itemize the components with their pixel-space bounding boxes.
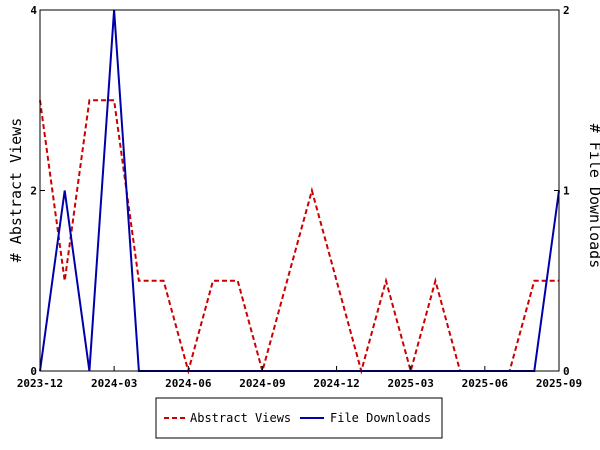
series-layer <box>39 9 560 375</box>
y-left-tick-label: 0 <box>30 365 37 378</box>
series-line-file-downloads <box>39 9 560 372</box>
y-axis-right-title: # File Downloads <box>586 124 600 269</box>
y-right-tick-label: 2 <box>563 4 570 17</box>
legend-label-abstract-views: Abstract Views <box>190 411 291 425</box>
x-tick-label: 2024-06 <box>165 377 212 390</box>
series-line-abstract-views <box>39 99 559 375</box>
y-right-tick-label: 1 <box>563 185 570 198</box>
ticks-layer: 2023-12 2024-03 2024-06 2024-09 2024-12 2025-… <box>17 4 582 390</box>
x-tick-label: 2025-06 <box>462 377 509 390</box>
y-right-tick-label: 0 <box>563 365 570 378</box>
x-tick-label: 2025-09 <box>536 377 582 390</box>
x-tick-label: 2025-03 <box>388 377 434 390</box>
legend: Abstract Views File Downloads <box>155 397 443 439</box>
y-axis-left-title: # Abstract Views <box>7 118 25 263</box>
legend-box <box>155 397 443 439</box>
x-tick-label: 2023-12 <box>17 377 63 390</box>
y-left-tick-label: 4 <box>30 4 37 17</box>
x-tick-label: 2024-12 <box>313 377 359 390</box>
x-tick-label: 2024-09 <box>239 377 285 390</box>
legend-label-file-downloads: File Downloads <box>330 411 431 425</box>
y-left-tick-label: 2 <box>30 185 37 198</box>
x-tick-label: 2024-03 <box>91 377 137 390</box>
